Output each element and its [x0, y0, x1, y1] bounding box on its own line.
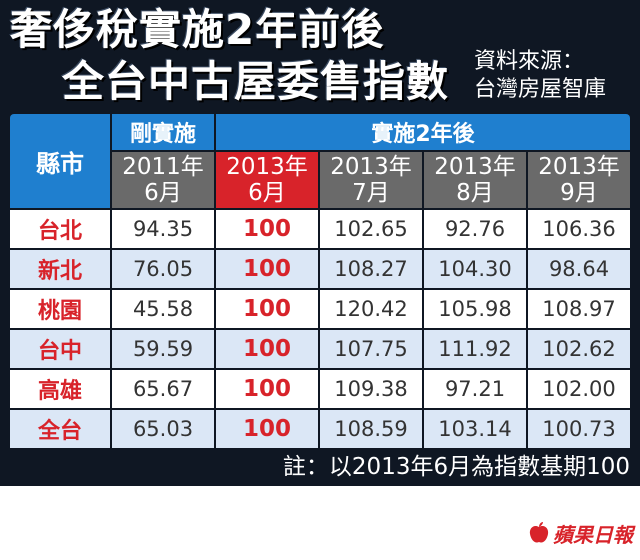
value-cell: 65.67: [112, 370, 214, 408]
value-cell: 97.21: [424, 370, 526, 408]
value-cell: 92.76: [424, 210, 526, 248]
date-year: 2013年: [330, 154, 412, 180]
group-header-row: 縣市 剛實施 實施2年後: [10, 114, 630, 208]
base-value-cell: 100: [216, 370, 318, 408]
value-cell: 104.30: [424, 250, 526, 288]
city-cell: 全台: [10, 410, 110, 448]
group-header-after: 實施2年後: [216, 114, 630, 150]
date-month: 6月: [248, 180, 286, 206]
title-line-1: 奢侈稅實施2年前後: [10, 5, 385, 54]
date-month: 8月: [456, 180, 494, 206]
table-row: 高雄 65.67 100 109.38 97.21 102.00: [10, 370, 630, 408]
city-cell: 台中: [10, 330, 110, 368]
publisher-logo: 蘋果日報: [528, 518, 633, 548]
value-cell: 108.97: [528, 290, 630, 328]
value-cell: 108.27: [320, 250, 422, 288]
table-row: 全台 65.03 100 108.59 103.14 100.73: [10, 410, 630, 448]
value-cell: 45.58: [112, 290, 214, 328]
value-cell: 102.62: [528, 330, 630, 368]
source-name: 台灣房屋智庫: [474, 77, 607, 102]
logo-text: 蘋果日報: [553, 522, 633, 547]
date-header-base: 2013年 6月: [216, 152, 318, 208]
infographic-panel: 奢侈稅實施2年前後 全台中古屋委售指數 資料來源： 台灣房屋智庫 縣市 剛實施 …: [0, 0, 640, 486]
value-cell: 76.05: [112, 250, 214, 288]
city-cell: 新北: [10, 250, 110, 288]
value-cell: 107.75: [320, 330, 422, 368]
title-line-2: 全台中古屋委售指數: [62, 57, 450, 106]
value-cell: 65.03: [112, 410, 214, 448]
value-cell: 98.64: [528, 250, 630, 288]
base-value-cell: 100: [216, 290, 318, 328]
value-cell: 109.38: [320, 370, 422, 408]
footnote: 註：以2013年6月為指數基期100: [282, 454, 630, 480]
value-cell: 108.59: [320, 410, 422, 448]
date-header: 2013年 7月: [320, 152, 422, 208]
group-header-before: 剛實施: [112, 114, 214, 150]
source-credit: 資料來源： 台灣房屋智庫: [474, 48, 606, 104]
value-cell: 105.98: [424, 290, 526, 328]
base-value-cell: 100: [216, 330, 318, 368]
date-header-row: 2011年 6月 2013年 6月 2013年 7月 2013年 8月 2013年 9月: [10, 152, 630, 208]
value-cell: 102.65: [320, 210, 422, 248]
table-row: 台北 94.35 100 102.65 92.76 106.36: [10, 210, 630, 248]
base-value-cell: 100: [216, 250, 318, 288]
value-cell: 59.59: [112, 330, 214, 368]
date-month: 9月: [560, 180, 598, 206]
value-cell: 111.92: [424, 330, 526, 368]
table-row: 桃園 45.58 100 120.42 105.98 108.97: [10, 290, 630, 328]
apple-icon: [528, 521, 550, 545]
date-year: 2013年: [538, 154, 620, 180]
city-cell: 高雄: [10, 370, 110, 408]
base-value-cell: 100: [216, 210, 318, 248]
table-row: 新北 76.05 100 108.27 104.30 98.64: [10, 250, 630, 288]
city-cell: 台北: [10, 210, 110, 248]
city-cell: 桃園: [10, 290, 110, 328]
date-month: 6月: [144, 180, 182, 206]
value-cell: 94.35: [112, 210, 214, 248]
source-label: 資料來源：: [474, 49, 585, 74]
date-year: 2013年: [434, 154, 516, 180]
date-year: 2011年: [122, 154, 204, 180]
value-cell: 103.14: [424, 410, 526, 448]
value-cell: 102.00: [528, 370, 630, 408]
value-cell: 100.73: [528, 410, 630, 448]
date-header: 2013年 8月: [424, 152, 526, 208]
city-column-header: 縣市: [10, 114, 110, 208]
base-value-cell: 100: [216, 410, 318, 448]
date-year: 2013年: [226, 154, 308, 180]
date-header: 2013年 9月: [528, 152, 630, 208]
value-cell: 120.42: [320, 290, 422, 328]
date-month: 7月: [352, 180, 390, 206]
table-row: 台中 59.59 100 107.75 111.92 102.62: [10, 330, 630, 368]
date-header: 2011年 6月: [112, 152, 214, 208]
value-cell: 106.36: [528, 210, 630, 248]
index-table: 縣市 剛實施 實施2年後 2011年 6月 2013年 6月 2013年 7月 201…: [8, 112, 632, 450]
